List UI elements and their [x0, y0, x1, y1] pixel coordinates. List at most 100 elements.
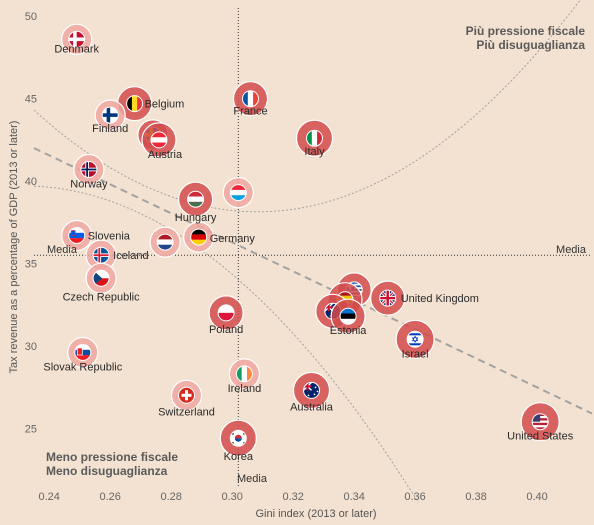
point-slovenia: [61, 219, 93, 252]
x-tick-label: 0.28: [160, 491, 181, 503]
point-estonia: [330, 298, 366, 334]
label-denmark: Denmark: [54, 43, 99, 55]
australia-flag-icon: [303, 382, 320, 399]
point-poland: [208, 295, 244, 331]
quadrant-bottom-left-line2: Meno disuguaglianza: [46, 464, 168, 478]
denmark-flag-icon: [68, 31, 85, 48]
label-estonia: Estonia: [330, 325, 368, 337]
point-denmark: [61, 23, 93, 55]
label-australia: Australia: [290, 401, 334, 413]
x-tick-label: 0.26: [99, 491, 120, 503]
finland-flag-icon: [102, 107, 119, 124]
point-france: [232, 81, 269, 117]
point-netherlands: [149, 226, 181, 258]
point-czech-republic: [85, 262, 117, 294]
x-tick-label: 0.38: [465, 491, 486, 503]
x-tick-label: 0.34: [343, 491, 364, 503]
slovak-republic-flag-icon: [74, 344, 91, 361]
point-slovak-republic: [67, 336, 99, 369]
switzerland-flag-icon: [178, 387, 195, 404]
belgium-flag-icon: [126, 95, 143, 112]
label-germany: Germany: [210, 233, 256, 245]
point-luxembourg: [222, 177, 254, 209]
point-ireland: [228, 358, 260, 390]
label-slovenia: Slovenia: [88, 231, 131, 243]
x-axis-ticks: 0.24 0.26 0.28 0.30 0.32 0.34 0.36 0.38 0.40: [38, 491, 547, 503]
point-norway: [73, 153, 105, 186]
trend-lines: [33, 0, 593, 503]
hungary-flag-icon: [187, 191, 204, 208]
italy-flag-icon: [306, 130, 323, 147]
point-iceland: [85, 239, 117, 271]
label-norway: Norway: [70, 179, 108, 191]
czech-republic-flag-icon: [93, 270, 110, 287]
label-finland: Finland: [92, 123, 128, 135]
label-switzerland: Switzerland: [158, 406, 215, 418]
estonia-flag-icon: [340, 308, 357, 325]
austria-flag-icon: [151, 131, 167, 148]
point-united-states: [520, 402, 560, 442]
iceland-flag-icon: [93, 247, 110, 264]
quadrant-bottom-left-line1: Meno pressione fiscale: [46, 450, 178, 464]
label-slovak-republic: Slovak Republic: [43, 362, 122, 374]
korea-flag-icon: [230, 430, 247, 447]
label-austria: Austria: [148, 149, 183, 161]
quadrant-top-right-line1: Più pressione fiscale: [466, 24, 586, 38]
label-czech-republic: Czech Republic: [63, 291, 141, 303]
label-belgium: Belgium: [145, 99, 185, 111]
y-tick-label: 25: [25, 423, 37, 435]
mean-lines: [34, 8, 592, 486]
x-tick-label: 0.36: [404, 491, 425, 503]
y-tick-label: 45: [25, 94, 37, 106]
confidence-band-upper: [33, 0, 581, 213]
plot-area: [34, 8, 592, 486]
confidence-band-lower: [33, 185, 419, 503]
france-flag-icon: [242, 90, 259, 107]
y-axis-ticks: 25 30 35 40 45 50: [25, 11, 37, 435]
x-tick-label: 0.24: [38, 491, 59, 503]
label-italy: Italy: [304, 146, 325, 158]
x-tick-label: 0.40: [526, 491, 547, 503]
label-iceland: Iceland: [113, 250, 148, 262]
point-united-kingdom: [370, 280, 406, 316]
point-korea: [219, 419, 257, 457]
germany-flag-icon: [190, 229, 207, 246]
label-israel: Israel: [402, 348, 429, 360]
luxembourg-flag-icon: [230, 184, 247, 201]
point-hungary: [178, 181, 214, 217]
x-tick-label: 0.30: [221, 491, 242, 503]
quadrant-top-right-line2: Più disuguaglianza: [476, 38, 585, 52]
label-hungary: Hungary: [175, 212, 217, 224]
label-ireland: Ireland: [228, 383, 262, 395]
y-tick-label: 50: [25, 11, 37, 23]
point-finland: [94, 99, 126, 131]
point-australia: [292, 371, 331, 409]
mean-y-label-right: Media: [556, 244, 587, 256]
y-axis-title: Tax revenue as a percentage of GDP (2013…: [8, 121, 20, 374]
x-tick-label: 0.32: [282, 491, 303, 503]
point-austria: [141, 122, 177, 158]
united-states-flag-icon: [532, 413, 549, 430]
poland-flag-icon: [218, 304, 235, 321]
slovenia-flag-icon: [68, 227, 85, 244]
y-tick-label: 40: [25, 176, 37, 188]
mean-x-label: Media: [237, 473, 268, 485]
norway-flag-icon: [80, 161, 97, 178]
israel-flag-icon: [407, 331, 424, 348]
point-germany: [183, 221, 215, 253]
point-italy: [295, 119, 334, 157]
point-israel: [395, 319, 435, 359]
bubbles: [61, 23, 560, 457]
label-poland: Poland: [209, 324, 243, 336]
label-united-states: United States: [507, 431, 574, 443]
label-france: France: [233, 106, 267, 118]
label-united-kingdom: United Kingdom: [401, 293, 479, 305]
netherlands-flag-icon: [157, 234, 174, 251]
x-axis-title: Gini index (2013 or later): [255, 508, 376, 520]
point-switzerland: [170, 379, 203, 411]
label-korea: Korea: [224, 451, 254, 463]
ireland-flag-icon: [236, 365, 253, 382]
y-tick-label: 35: [25, 259, 37, 271]
point-labels: Denmark France Belgium Finland Austria Italy N…: [43, 43, 573, 463]
